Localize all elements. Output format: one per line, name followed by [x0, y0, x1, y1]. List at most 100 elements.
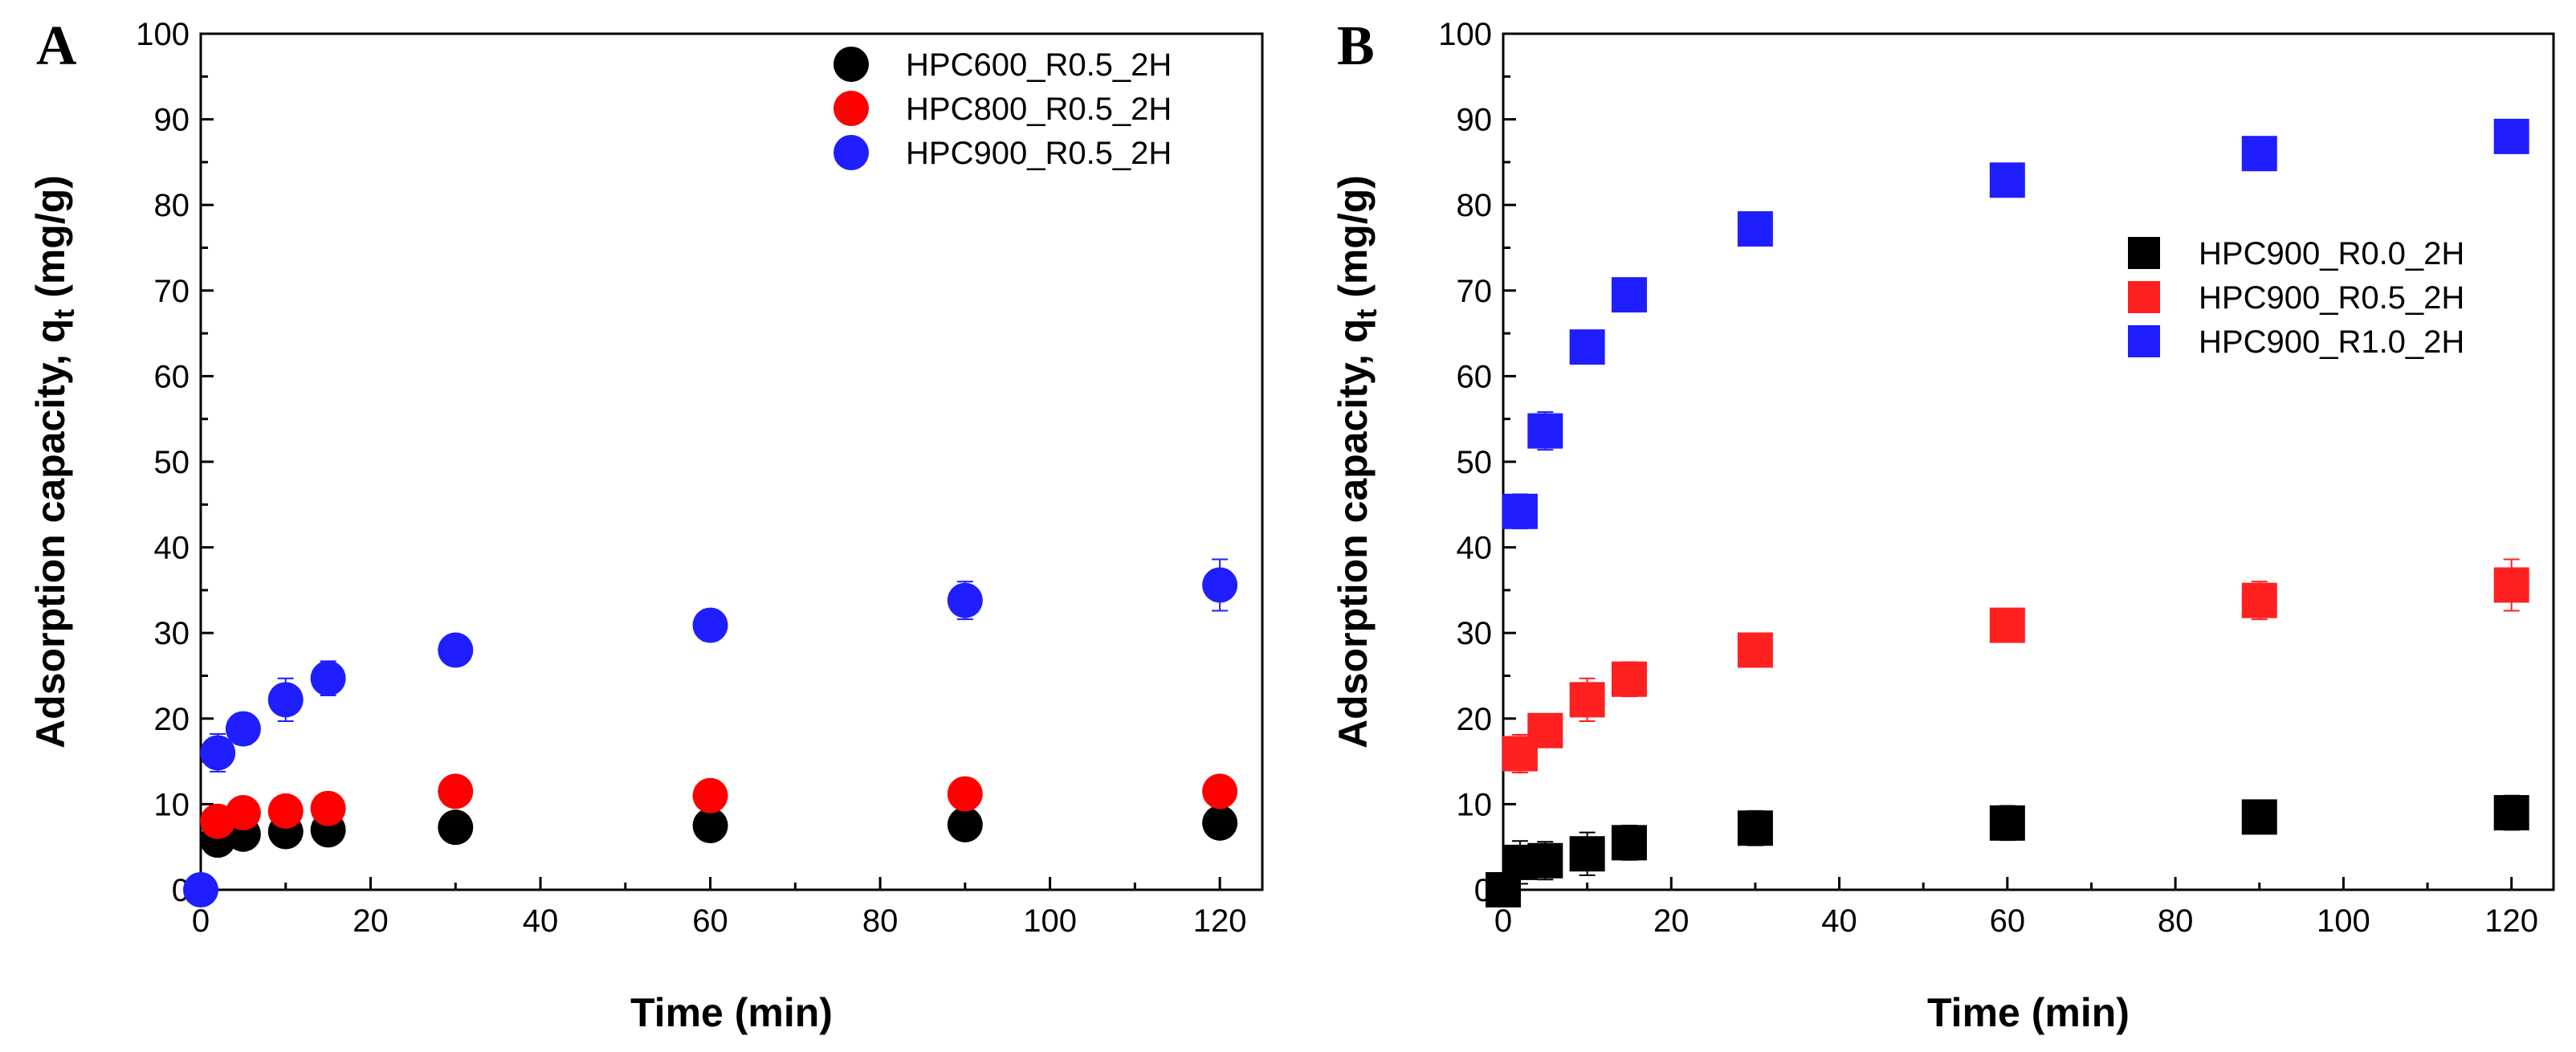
legend-label: HPC900_R0.0_2H	[2199, 236, 2464, 271]
data-point	[183, 872, 218, 907]
x-tick-label: 40	[1821, 903, 1857, 939]
y-tick-label: 20	[1457, 702, 1493, 737]
data-point	[1989, 805, 2025, 841]
data-point	[2493, 795, 2529, 831]
y-tick-label: 80	[1457, 188, 1493, 223]
data-point	[692, 607, 728, 643]
data-point	[1527, 712, 1563, 748]
data-point	[438, 632, 474, 668]
data-point	[1611, 825, 1647, 861]
data-point	[1202, 567, 1238, 603]
data-point	[692, 808, 728, 844]
data-point	[310, 790, 346, 826]
y-tick-label: 50	[154, 445, 190, 480]
panel-b: 0 20 40 60 80 100 1200102030405060708090100Tim…	[1331, 15, 2555, 1035]
x-axis-title: Time (min)	[630, 990, 833, 1035]
data-point	[1737, 211, 1773, 247]
y-tick-label: 40	[154, 531, 190, 566]
series-2	[1502, 118, 2529, 530]
x-tick-label: 20	[1653, 903, 1689, 939]
y-tick-label: 70	[154, 274, 190, 309]
data-point	[225, 711, 261, 747]
data-point	[1611, 277, 1647, 313]
legend-label: HPC600_R0.5_2H	[906, 47, 1172, 83]
legend-marker	[834, 91, 869, 126]
x-tick-label: 80	[2158, 903, 2194, 939]
data-point	[692, 777, 728, 813]
y-tick-label: 100	[1438, 17, 1492, 52]
data-point	[1989, 607, 2025, 643]
y-tick-label: 70	[1457, 274, 1493, 309]
series-1	[1502, 558, 2529, 773]
series-1	[200, 773, 1238, 839]
data-point	[267, 682, 304, 718]
x-tick-label: 20	[353, 903, 389, 939]
legend-marker	[2128, 237, 2160, 269]
data-point	[2241, 136, 2277, 172]
data-point	[225, 795, 261, 831]
x-tick-label: 40	[523, 903, 559, 939]
legend-label: HPC900_R1.0_2H	[2199, 324, 2464, 360]
y-tick-label: 100	[136, 17, 190, 52]
x-tick-label: 0	[1494, 903, 1512, 939]
data-point	[1502, 493, 1538, 529]
data-point	[1527, 413, 1563, 449]
y-tick-label: 20	[154, 702, 190, 737]
y-axis-title: Adsorption capacity, qt (mg/g)	[28, 175, 80, 748]
data-point	[947, 806, 983, 842]
series-2	[183, 558, 1238, 907]
legend-label: HPC900_R0.5_2H	[906, 136, 1172, 171]
data-point	[1569, 836, 1605, 872]
x-tick-label: 80	[862, 903, 899, 939]
panel-a: 0 20 40 60 80 100 1200102030405060708090100Tim…	[28, 15, 1264, 1035]
y-tick-label: 10	[1457, 787, 1493, 822]
y-tick-label: 90	[1457, 103, 1493, 138]
series-0	[1486, 794, 2529, 907]
data-point	[1611, 661, 1647, 697]
x-tick-label: 100	[2317, 903, 2370, 939]
x-axis-title: Time (min)	[1927, 990, 2130, 1035]
x-tick-label: 0	[192, 903, 210, 939]
y-tick-label: 60	[154, 359, 190, 394]
legend-marker	[2128, 325, 2160, 357]
y-tick-label: 10	[154, 787, 190, 822]
x-tick-label: 60	[1990, 903, 2026, 939]
data-point	[438, 773, 474, 809]
data-point	[1202, 805, 1238, 841]
y-tick-label: 60	[1457, 359, 1493, 394]
data-point	[1989, 162, 2025, 198]
panel-label: B	[1337, 15, 1375, 77]
data-point	[947, 582, 983, 618]
legend-marker	[834, 47, 869, 82]
data-point	[1737, 810, 1773, 846]
panel-label: A	[36, 15, 77, 77]
legend-label: HPC800_R0.5_2H	[906, 92, 1172, 127]
y-tick-label: 90	[154, 103, 190, 138]
y-tick-label: 40	[1457, 531, 1493, 566]
data-point	[1202, 773, 1238, 809]
legend-label: HPC900_R0.5_2H	[2199, 280, 2464, 316]
y-axis-title: Adsorption capacity, qt (mg/g)	[1331, 175, 1383, 748]
data-point	[438, 809, 474, 846]
data-point	[1527, 842, 1563, 879]
legend-marker	[834, 135, 869, 170]
y-tick-label: 80	[154, 188, 190, 223]
data-point	[267, 793, 304, 829]
y-tick-label: 30	[1457, 616, 1493, 651]
data-point	[1569, 329, 1605, 365]
x-tick-label: 120	[2484, 903, 2538, 939]
y-tick-label: 30	[154, 616, 190, 651]
x-tick-label: 120	[1193, 903, 1247, 939]
legend-marker	[2128, 281, 2160, 313]
data-point	[2493, 118, 2529, 154]
y-tick-label: 50	[1457, 445, 1493, 480]
data-point	[2241, 799, 2277, 835]
x-tick-label: 60	[692, 903, 728, 939]
data-point	[1737, 632, 1773, 668]
data-point	[200, 735, 236, 771]
data-point	[1569, 682, 1605, 718]
x-tick-label: 100	[1023, 903, 1077, 939]
data-point	[2241, 582, 2277, 618]
